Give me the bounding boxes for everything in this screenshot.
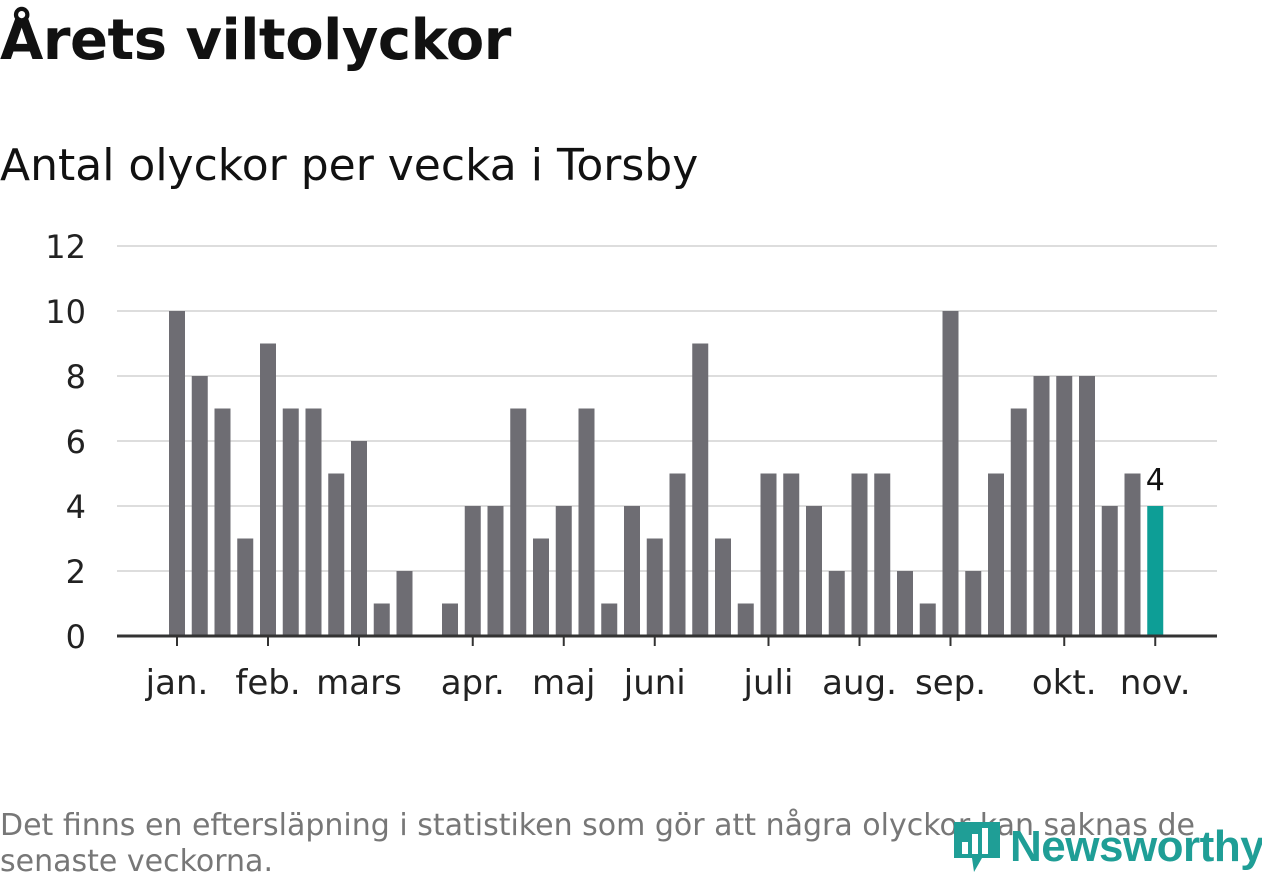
bar bbox=[624, 506, 640, 636]
bar-highlight bbox=[1147, 506, 1164, 636]
bar bbox=[942, 311, 959, 636]
x-axis bbox=[117, 634, 1217, 646]
bar bbox=[1124, 473, 1141, 636]
grid-lines bbox=[117, 245, 1217, 572]
y-tick-label: 12 bbox=[45, 228, 86, 266]
bar bbox=[464, 506, 481, 636]
bar bbox=[191, 376, 208, 636]
bar bbox=[851, 473, 868, 636]
bar bbox=[601, 603, 618, 636]
bar bbox=[806, 506, 822, 636]
bar bbox=[555, 506, 572, 636]
bar bbox=[487, 506, 504, 636]
bar bbox=[237, 538, 254, 636]
x-tick-label: apr. bbox=[441, 663, 505, 703]
bar bbox=[1101, 506, 1118, 636]
bar bbox=[874, 473, 891, 636]
x-tick-label: aug. bbox=[822, 663, 897, 703]
bar bbox=[1010, 408, 1027, 636]
x-tick-labels: jan. feb. mars apr. maj juni juli aug. sep. okt. n… bbox=[145, 663, 1191, 703]
x-tick-label: nov. bbox=[1120, 663, 1191, 703]
bar bbox=[737, 603, 754, 636]
y-tick-label: 2 bbox=[66, 553, 86, 591]
y-tick-label: 10 bbox=[45, 293, 86, 331]
bar bbox=[760, 473, 777, 636]
x-tick-label: maj bbox=[532, 663, 595, 703]
bar bbox=[828, 571, 845, 636]
bar bbox=[260, 343, 276, 636]
logo-text: Newsworthy bbox=[1010, 822, 1262, 871]
bar bbox=[351, 441, 367, 636]
y-tick-label: 8 bbox=[66, 358, 86, 396]
data-label-latest: 4 bbox=[1146, 463, 1165, 498]
y-tick-label: 4 bbox=[66, 488, 86, 526]
data-labels: 4 bbox=[1146, 463, 1165, 498]
y-tick-label: 6 bbox=[66, 423, 86, 461]
y-tick-labels: 0 2 4 6 8 10 12 bbox=[45, 228, 86, 656]
x-tick-label: juli bbox=[743, 663, 794, 703]
bar bbox=[214, 408, 231, 636]
chart-subtitle: Antal olyckor per vecka i Torsby bbox=[0, 140, 699, 191]
newsworthy-logo: Newsworthy bbox=[952, 818, 1262, 876]
bar bbox=[1056, 376, 1073, 636]
bar bbox=[646, 538, 663, 636]
bar bbox=[919, 603, 936, 636]
bars bbox=[169, 311, 1164, 636]
bar bbox=[988, 473, 1004, 636]
bar bbox=[373, 603, 390, 636]
bar bbox=[510, 408, 527, 636]
x-tick-label: jan. bbox=[145, 663, 209, 703]
bar bbox=[305, 408, 322, 636]
bar bbox=[396, 571, 413, 636]
bar bbox=[533, 538, 549, 636]
bar bbox=[282, 408, 299, 636]
bar bbox=[783, 473, 800, 636]
x-tick-label: juni bbox=[623, 663, 686, 703]
bar bbox=[669, 473, 686, 636]
bar bbox=[715, 538, 731, 636]
chart-title: Årets viltolyckor bbox=[0, 8, 511, 73]
bar bbox=[169, 311, 185, 636]
bar bbox=[1079, 376, 1095, 636]
x-tick-label: feb. bbox=[235, 663, 300, 703]
bar bbox=[328, 473, 345, 636]
y-tick-label: 0 bbox=[66, 618, 86, 656]
x-tick-label: sep. bbox=[915, 663, 986, 703]
bar-chart-pin-icon bbox=[954, 822, 1000, 872]
bar bbox=[578, 408, 595, 636]
bar bbox=[692, 343, 709, 636]
x-tick-label: mars bbox=[316, 663, 402, 703]
x-tick-label: okt. bbox=[1032, 663, 1097, 703]
bar bbox=[897, 571, 913, 636]
bar bbox=[965, 571, 982, 636]
bar bbox=[442, 603, 458, 636]
bar bbox=[1033, 376, 1050, 636]
